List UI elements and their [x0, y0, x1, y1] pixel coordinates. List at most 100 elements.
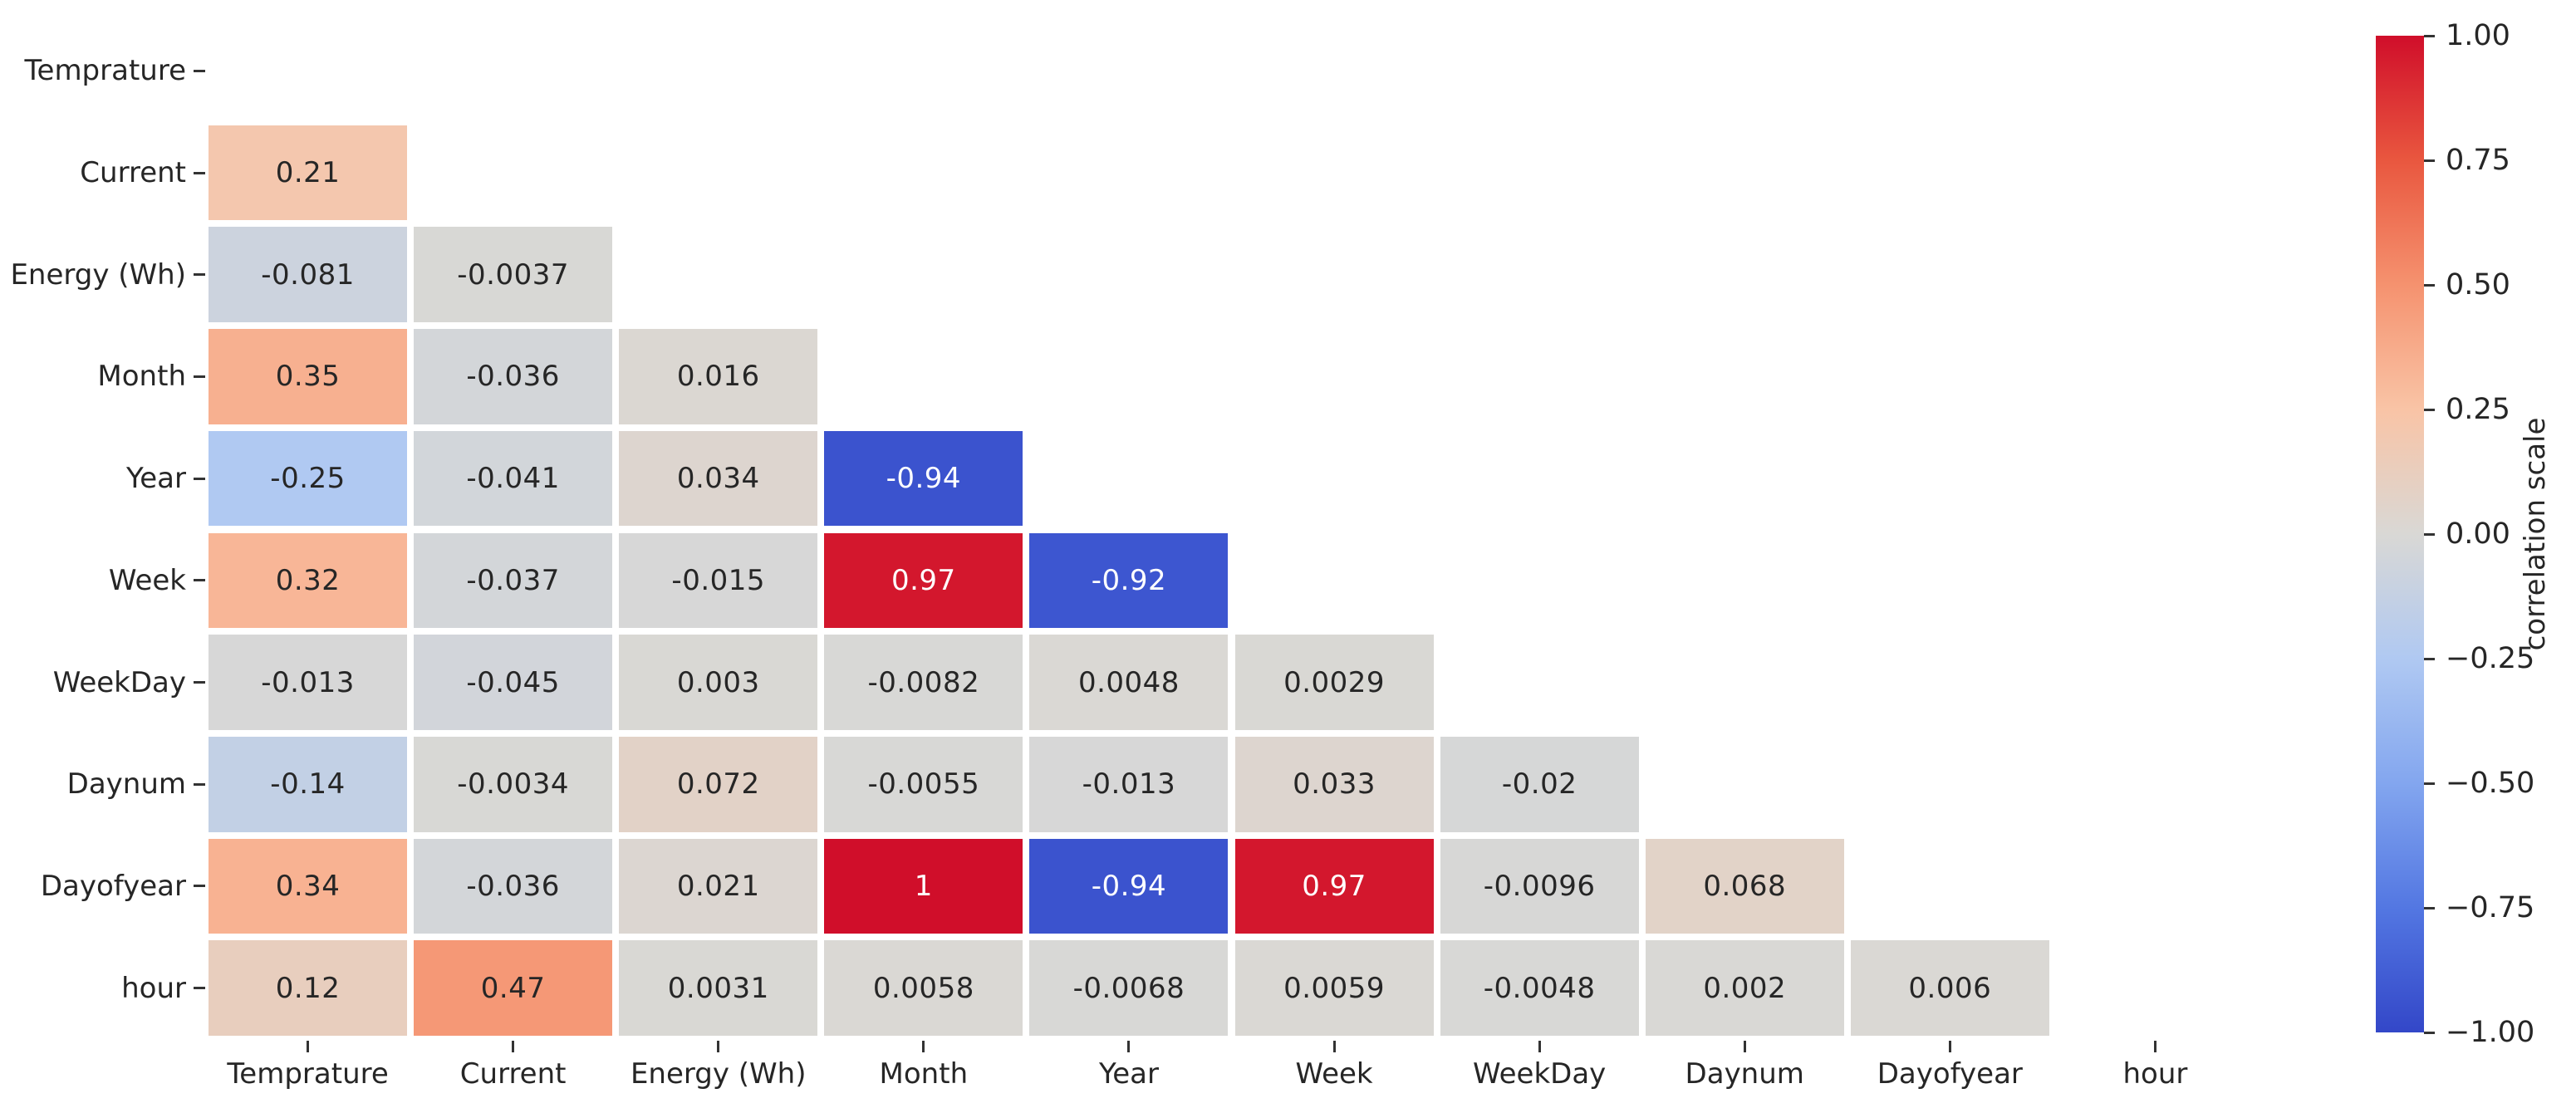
colorbar-tick-mark: [2424, 1031, 2435, 1034]
colorbar-tick-label: −0.25: [2446, 641, 2535, 675]
y-tick-label-hour: hour: [121, 971, 186, 1005]
y-tick-label-temprature: Temprature: [24, 54, 186, 88]
heatmap-cell-month-energy-wh-: 0.016: [619, 329, 818, 424]
y-tick-mark: [194, 375, 205, 378]
heatmap-cell-week-month: 0.97: [824, 532, 1023, 629]
x-tick-mark: [1332, 1041, 1336, 1052]
y-tick-label-daynum: Daynum: [66, 767, 186, 802]
y-tick-label-weekday: WeekDay: [52, 665, 186, 699]
heatmap-cell-dayofyear-current: -0.036: [414, 838, 613, 934]
heatmap-cell-year-month: -0.94: [824, 430, 1023, 527]
heatmap-cell-daynum-temprature: -0.14: [209, 736, 408, 832]
heatmap-cell-year-current: -0.041: [414, 430, 613, 527]
heatmap-cell-month-temprature: 0.35: [209, 329, 408, 424]
y-tick-mark: [194, 681, 205, 684]
heatmap-cell-hour-month: 0.0058: [824, 940, 1023, 1036]
heatmap-cell-energy-wh--temprature: -0.081: [209, 227, 408, 323]
heatmap-cell-hour-energy-wh-: 0.0031: [619, 940, 818, 1036]
heatmap-cell-weekday-month: -0.0082: [824, 635, 1023, 730]
colorbar-tick-label: 0.25: [2446, 392, 2510, 426]
y-tick-label-year: Year: [126, 462, 186, 496]
colorbar-tick-label: 0.75: [2446, 143, 2510, 177]
heatmap-cell-daynum-current: -0.0034: [414, 736, 613, 832]
y-tick-label-energy-wh-: Energy (Wh): [10, 257, 186, 292]
heatmap-cell-daynum-weekday: -0.02: [1440, 736, 1639, 832]
heatmap-cell-hour-dayofyear: 0.006: [1850, 940, 2049, 1036]
colorbar-tick-label: 0.00: [2446, 517, 2510, 551]
heatmap-cell-dayofyear-weekday: -0.0096: [1440, 838, 1639, 934]
colorbar-tick-mark: [2424, 906, 2435, 909]
colorbar-tick-mark: [2424, 283, 2435, 287]
heatmap-cell-hour-week: 0.0059: [1234, 940, 1434, 1036]
heatmap-cell-dayofyear-month: 1: [824, 838, 1023, 934]
x-tick-label-dayofyear: Dayofyear: [1877, 1057, 2023, 1091]
heatmap-cell-weekday-energy-wh-: 0.003: [619, 635, 818, 730]
y-tick-label-week: Week: [108, 563, 186, 597]
colorbar-tick-label: 0.50: [2446, 267, 2510, 302]
colorbar-tick-mark: [2424, 34, 2435, 37]
heatmap-cell-weekday-week: 0.0029: [1234, 635, 1434, 730]
colorbar-tick-label: −1.00: [2446, 1015, 2535, 1049]
y-tick-mark: [194, 171, 205, 174]
heatmap-cell-dayofyear-energy-wh-: 0.021: [619, 838, 818, 934]
colorbar-tick-label: −0.50: [2446, 766, 2535, 800]
colorbar-tick-mark: [2424, 532, 2435, 536]
y-tick-mark: [194, 477, 205, 480]
x-tick-label-year: Year: [1098, 1057, 1159, 1091]
x-tick-label-week: Week: [1295, 1057, 1373, 1091]
heatmap-cell-dayofyear-daynum: 0.068: [1645, 838, 1844, 934]
heatmap-cell-daynum-year: -0.013: [1029, 736, 1229, 832]
heatmap-cell-dayofyear-week: 0.97: [1234, 838, 1434, 934]
colorbar-tick-mark: [2424, 159, 2435, 162]
colorbar-gradient: [2376, 36, 2424, 1032]
colorbar-axis-label: correlation scale: [2519, 417, 2552, 651]
x-tick-mark: [2153, 1041, 2156, 1052]
heatmap-cell-daynum-month: -0.0055: [824, 736, 1023, 832]
heatmap-cell-current-temprature: 0.21: [209, 125, 408, 221]
y-tick-mark: [194, 273, 205, 277]
y-tick-label-current: Current: [80, 156, 186, 190]
x-tick-mark: [717, 1041, 720, 1052]
heatmap-cell-hour-daynum: 0.002: [1645, 940, 1844, 1036]
x-tick-mark: [512, 1041, 515, 1052]
heatmap-cell-daynum-energy-wh-: 0.072: [619, 736, 818, 832]
x-tick-mark: [1538, 1041, 1541, 1052]
x-tick-mark: [1948, 1041, 1951, 1052]
y-tick-mark: [194, 987, 205, 990]
heatmap-cell-dayofyear-temprature: 0.34: [209, 838, 408, 934]
x-tick-mark: [922, 1041, 925, 1052]
heatmap-cell-hour-weekday: -0.0048: [1440, 940, 1639, 1036]
heatmap-cell-week-energy-wh-: -0.015: [619, 532, 818, 629]
heatmap-cell-week-temprature: 0.32: [209, 532, 408, 629]
x-tick-label-current: Current: [459, 1057, 567, 1091]
colorbar-tick-mark: [2424, 657, 2435, 660]
heatmap-cell-daynum-week: 0.033: [1234, 736, 1434, 832]
x-tick-label-energy-wh-: Energy (Wh): [630, 1057, 807, 1091]
y-tick-mark: [194, 579, 205, 582]
colorbar-tick-mark: [2424, 408, 2435, 411]
x-tick-mark: [1743, 1041, 1746, 1052]
colorbar-tick-label: −0.75: [2446, 890, 2535, 924]
heatmap-cell-weekday-year: 0.0048: [1029, 635, 1229, 730]
y-tick-mark: [194, 782, 205, 786]
x-tick-label-month: Month: [879, 1057, 969, 1091]
x-tick-label-temprature: Temprature: [227, 1057, 389, 1091]
colorbar-tick-label: 1.00: [2446, 18, 2510, 52]
heatmap-cell-weekday-current: -0.045: [414, 635, 613, 730]
colorbar-tick-mark: [2424, 782, 2435, 785]
x-tick-mark: [1127, 1041, 1131, 1052]
heatmap-cell-weekday-temprature: -0.013: [209, 635, 408, 730]
heatmap-cell-month-current: -0.036: [414, 329, 613, 424]
x-tick-label-weekday: WeekDay: [1472, 1057, 1607, 1091]
y-tick-mark: [194, 69, 205, 72]
x-tick-label-daynum: Daynum: [1685, 1057, 1804, 1091]
heatmap-cell-hour-current: 0.47: [414, 940, 613, 1036]
heatmap-cell-year-energy-wh-: 0.034: [619, 430, 818, 527]
heatmap-cell-year-temprature: -0.25: [209, 430, 408, 527]
heatmap-cell-week-current: -0.037: [414, 532, 613, 629]
heatmap-cell-week-year: -0.92: [1029, 532, 1229, 629]
heatmap-cell-dayofyear-year: -0.94: [1029, 838, 1229, 934]
x-tick-mark: [307, 1041, 310, 1052]
heatmap-cell-hour-temprature: 0.12: [209, 940, 408, 1036]
